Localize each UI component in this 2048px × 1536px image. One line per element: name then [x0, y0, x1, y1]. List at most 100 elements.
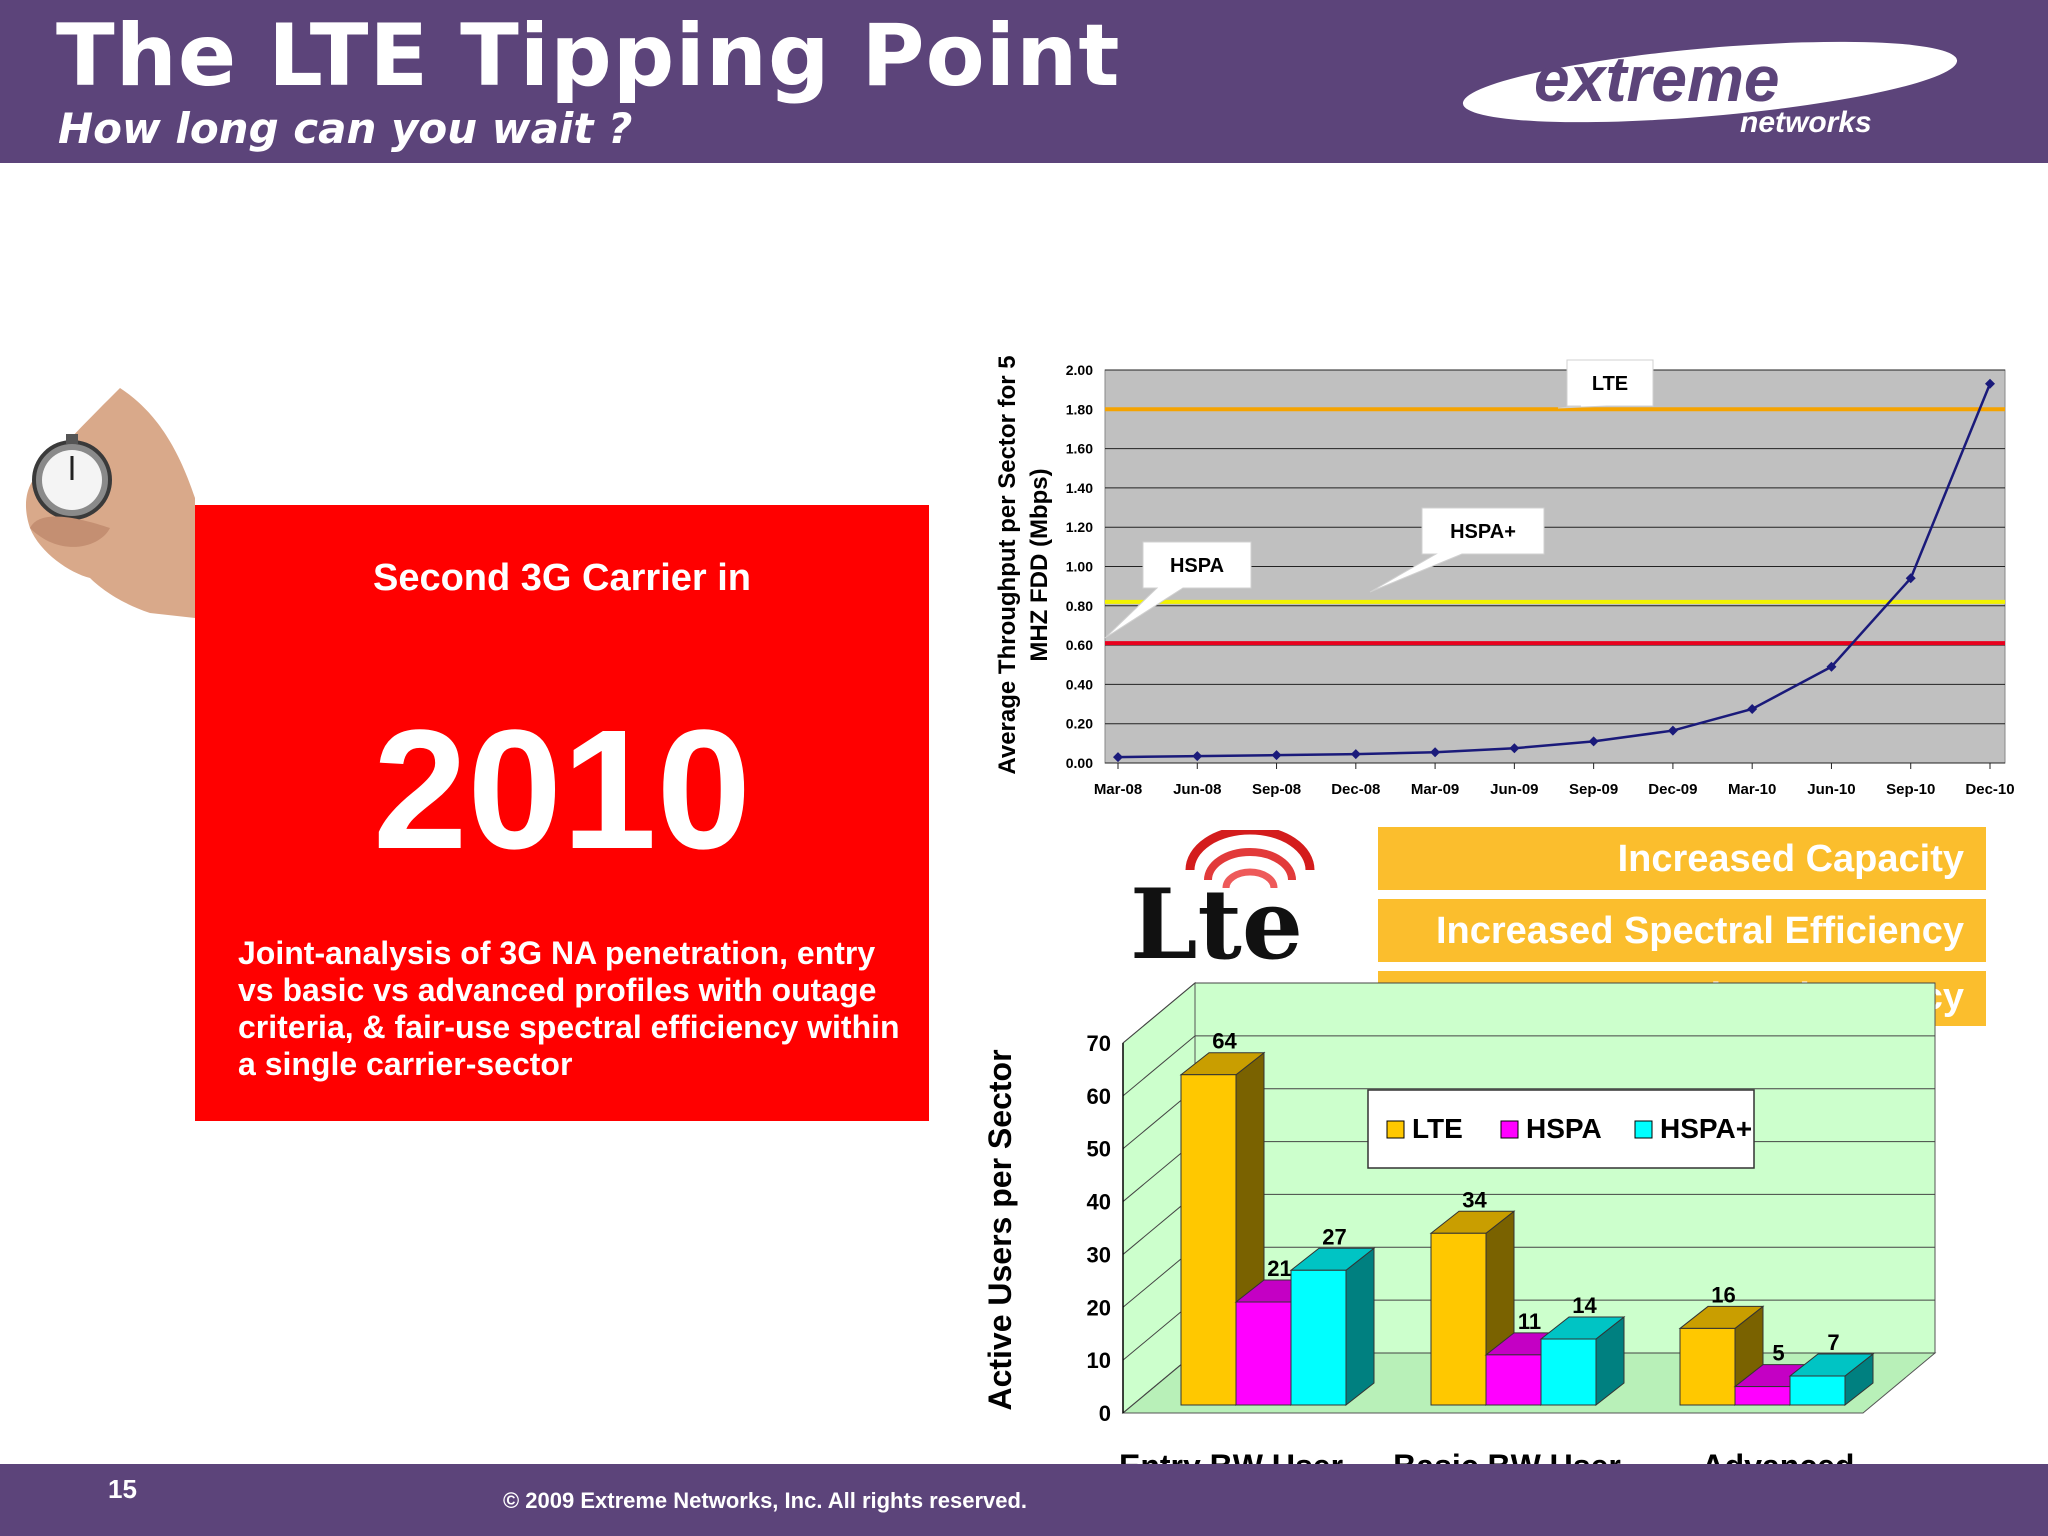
legend: LTE HSPA HSPA+: [1367, 1089, 1755, 1169]
slide-title: The LTE Tipping Point: [56, 6, 1121, 106]
highlight-body: Joint-analysis of 3G NA penetration, ent…: [238, 935, 900, 1082]
y-tick-label: 30: [1087, 1242, 1111, 1267]
y-axis-label: Active Users per Sector: [982, 1049, 1018, 1410]
bar-hspa-plus-0: [1289, 1247, 1376, 1407]
lte-logo-text: Lte: [1130, 868, 1303, 970]
x-tick-label: Mar-10: [1728, 781, 1776, 798]
y-axis-label-line2: MHZ FDD (Mbps): [1026, 468, 1053, 661]
gridline-side: [1122, 982, 1196, 1044]
y-tick-label: 0.40: [1066, 676, 1093, 692]
copyright-text: © 2009 Extreme Networks, Inc. All rights…: [502, 1488, 1028, 1513]
callout-label: HSPA+: [1450, 521, 1516, 543]
y-tick-label: 0: [1099, 1401, 1111, 1426]
data-point: [1113, 752, 1123, 763]
bar-hspa-plus-2: [1788, 1352, 1875, 1407]
legend-label: LTE: [1412, 1113, 1463, 1144]
data-label: 34: [1462, 1187, 1487, 1212]
data-point: [1747, 703, 1758, 714]
logo-word-extreme: extreme: [1534, 43, 1780, 115]
callout-lte: LTE: [1557, 359, 1654, 409]
legend-label: HSPA: [1526, 1113, 1602, 1144]
bar-front: [1734, 1386, 1791, 1406]
bar-front: [1290, 1269, 1347, 1406]
data-point: [1588, 736, 1599, 747]
x-tick-label: Dec-10: [1965, 781, 2014, 798]
data-label: 7: [1827, 1330, 1839, 1355]
extreme-networks-logo: extreme networks: [1462, 41, 1958, 138]
x-tick-label: Jun-08: [1173, 781, 1221, 798]
x-tick-label: Sep-09: [1569, 781, 1618, 798]
lte-logo: Lte: [1130, 830, 1315, 970]
y-tick-label: 2.00: [1066, 362, 1093, 378]
data-label: 11: [1518, 1309, 1541, 1334]
data-label: 5: [1772, 1341, 1784, 1366]
data-label: 21: [1267, 1256, 1291, 1281]
bar-front: [1180, 1074, 1237, 1406]
y-tick-label: 10: [1087, 1348, 1111, 1373]
y-tick-label: 0.60: [1066, 637, 1093, 653]
feature-increased-spectral-efficiency: Increased Spectral Efficiency: [1378, 899, 1986, 962]
callout-label: HSPA: [1170, 555, 1224, 577]
y-tick-label: 20: [1087, 1295, 1111, 1320]
logo-word-networks: networks: [1740, 106, 1872, 138]
y-tick-label: 0.80: [1066, 598, 1093, 614]
y-tick-label: 1.60: [1066, 441, 1093, 457]
data-point: [1667, 725, 1678, 736]
footer-bar: [0, 1464, 2048, 1536]
feature-increased-capacity: Increased Capacity: [1378, 827, 1986, 890]
data-label: 64: [1212, 1029, 1237, 1054]
y-tick-label: 0.00: [1066, 755, 1093, 771]
slide-subtitle: How long can you wait ?: [58, 104, 633, 153]
data-label: 14: [1572, 1293, 1597, 1318]
y-axis-label-line1: Average Throughput per Sector for 5: [994, 355, 1021, 774]
bar-front: [1540, 1338, 1597, 1406]
x-tick-label: Jun-10: [1807, 781, 1855, 798]
callout-box: [1104, 541, 1252, 639]
y-tick-label: 40: [1087, 1190, 1111, 1215]
y-tick-label: 1.20: [1066, 519, 1093, 535]
legend-swatch: [1634, 1120, 1653, 1139]
gridline-side: [1122, 1035, 1196, 1097]
y-tick-label: 1.80: [1066, 401, 1093, 417]
callout-label: LTE: [1592, 373, 1628, 395]
data-point: [1271, 750, 1282, 761]
data-point: [1985, 378, 1995, 389]
legend-swatch: [1500, 1120, 1519, 1139]
y-tick-label: 50: [1087, 1137, 1111, 1162]
legend-swatch: [1386, 1120, 1405, 1139]
x-tick-label: Mar-08: [1094, 781, 1142, 798]
bar-hspa-plus-1: [1539, 1315, 1626, 1407]
highlight-box: Second 3G Carrier in 2010 Joint-analysis…: [195, 505, 929, 1121]
highlight-heading: Second 3G Carrier in: [372, 557, 751, 599]
bar-front: [1485, 1354, 1542, 1406]
x-tick-label: Sep-10: [1886, 781, 1935, 798]
x-tick-label: Dec-08: [1331, 781, 1380, 798]
x-tick-label: Mar-09: [1411, 781, 1459, 798]
data-label: 27: [1322, 1224, 1346, 1249]
active-users-bar-chart: 0102030405060706421273411141657Entry BW …: [982, 981, 1937, 1524]
data-point: [1430, 747, 1441, 758]
series-line-demand: [1117, 383, 1992, 759]
callout-box: [1557, 359, 1654, 409]
data-point: [1905, 573, 1916, 584]
bar-front: [1430, 1232, 1487, 1406]
stopwatch-hand-image: [25, 388, 195, 618]
y-tick-label: 1.40: [1066, 480, 1093, 496]
bar-front: [1789, 1375, 1846, 1406]
data-point: [1350, 749, 1361, 760]
highlight-year: 2010: [372, 695, 752, 885]
callout-box: [1369, 507, 1545, 593]
x-tick-label: Jun-09: [1490, 781, 1538, 798]
page-number: 15: [108, 1474, 137, 1504]
bar-side: [1345, 1247, 1375, 1407]
bar-front: [1679, 1327, 1736, 1406]
data-point: [1826, 661, 1837, 672]
y-tick-label: 0.20: [1066, 716, 1093, 732]
legend-label: HSPA+: [1660, 1113, 1752, 1144]
callout-hspa-plus: HSPA+: [1369, 507, 1545, 593]
data-point: [1509, 743, 1520, 754]
data-label: 16: [1711, 1282, 1735, 1307]
legend-box: [1367, 1089, 1755, 1169]
throughput-line-chart: 0.00 0.20 0.40 0.60 0.80 1.00 1.20 1.40 1.60 1.80…: [994, 355, 2015, 798]
x-tick-label: Sep-08: [1252, 781, 1301, 798]
